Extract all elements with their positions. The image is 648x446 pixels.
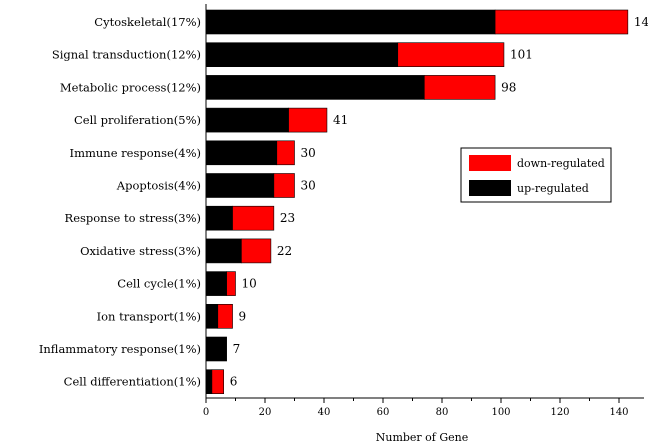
- bar-cell-differentiation-up-regulated: [205, 369, 213, 395]
- total-label-cell-cycle: 10: [242, 277, 257, 291]
- bar-immune-response-up-regulated: [205, 140, 278, 166]
- bar-metabolic-process-up-regulated: [205, 75, 425, 100]
- legend-label-down-regulated: down-regulated: [517, 157, 605, 170]
- total-label-cell-proliferation: 41: [333, 113, 348, 127]
- x-tick-label-20: 20: [259, 407, 272, 418]
- category-label-cell-proliferation: Cell proliferation(5%): [74, 113, 201, 127]
- total-label-signal-transduction: 101: [510, 48, 533, 62]
- total-label-cell-differentiation: 6: [230, 375, 238, 389]
- total-label-apoptosis: 30: [301, 179, 316, 193]
- bar-signal-transduction-up-regulated: [205, 42, 399, 68]
- bar-oxidative-stress-down-regulated: [241, 238, 272, 264]
- bars-layer: [205, 9, 629, 395]
- bar-cytoskeletal-down-regulated: [494, 9, 629, 35]
- bar-cytoskeletal-up-regulated: [205, 9, 496, 35]
- bar-cell-proliferation-down-regulated: [288, 107, 328, 133]
- category-label-immune-response: Immune response(4%): [70, 146, 201, 160]
- total-label-cytoskeletal: 145: [634, 15, 648, 29]
- bar-cell-differentiation-down-regulated: [211, 369, 224, 395]
- legend-swatch-up-regulated: [469, 180, 511, 196]
- legend: down-regulated up-regulated: [460, 147, 612, 203]
- category-label-apoptosis: Apoptosis(4%): [116, 179, 201, 193]
- category-label-cell-cycle: Cell cycle(1%): [117, 277, 201, 291]
- x-tick-label-0: 0: [203, 407, 209, 418]
- total-label-inflammatory-response: 7: [233, 342, 241, 356]
- x-tick-label-80: 80: [436, 407, 449, 418]
- x-tick-label-140: 140: [609, 407, 628, 418]
- bar-metabolic-process-down-regulated: [423, 75, 496, 100]
- x-tick-label-100: 100: [491, 407, 510, 418]
- bar-response-to-stress-up-regulated: [205, 205, 233, 231]
- bar-ion-transport-up-regulated: [205, 303, 219, 329]
- x-axis: 0 20 40 60 80 100 120 140: [203, 4, 644, 418]
- category-label-cytoskeletal: Cytoskeletal(17%): [94, 15, 201, 29]
- bar-cell-cycle-up-regulated: [205, 271, 227, 296]
- bar-cell-proliferation-up-regulated: [205, 107, 289, 133]
- total-label-immune-response: 30: [301, 146, 316, 160]
- category-label-response-to-stress: Response to stress(3%): [65, 211, 201, 225]
- totals-layer: 145 101 98 41 30 30 23 22 10 9 7 6: [230, 15, 648, 389]
- category-label-inflammatory-response: Inflammatory response(1%): [39, 342, 201, 356]
- category-label-metabolic-process: Metabolic process(12%): [60, 80, 201, 94]
- x-axis-title: Number of Gene: [376, 431, 469, 444]
- bar-cell-cycle-down-regulated: [226, 271, 236, 296]
- category-label-cell-differentiation: Cell differentiation(1%): [64, 375, 201, 389]
- bar-oxidative-stress-up-regulated: [205, 238, 242, 264]
- total-label-metabolic-process: 98: [501, 80, 516, 94]
- total-label-ion-transport: 9: [239, 309, 247, 323]
- legend-label-up-regulated: up-regulated: [517, 182, 589, 195]
- category-label-oxidative-stress: Oxidative stress(3%): [80, 244, 201, 258]
- category-label-ion-transport: Ion transport(1%): [97, 309, 201, 323]
- bar-response-to-stress-down-regulated: [232, 205, 275, 231]
- bar-inflammatory-response-up-regulated: [205, 336, 227, 362]
- x-tick-label-120: 120: [550, 407, 569, 418]
- legend-swatch-down-regulated: [469, 155, 511, 171]
- category-labels: Cytoskeletal(17%) Signal transduction(12%…: [39, 15, 201, 389]
- bar-apoptosis-down-regulated: [273, 173, 295, 198]
- bar-immune-response-down-regulated: [276, 140, 295, 166]
- bar-apoptosis-up-regulated: [205, 173, 275, 198]
- total-label-response-to-stress: 23: [280, 211, 295, 225]
- total-label-oxidative-stress: 22: [277, 244, 292, 258]
- bar-signal-transduction-down-regulated: [397, 42, 505, 68]
- category-label-signal-transduction: Signal transduction(12%): [52, 48, 201, 62]
- bar-ion-transport-down-regulated: [217, 303, 233, 329]
- x-tick-label-60: 60: [377, 407, 390, 418]
- x-tick-label-40: 40: [318, 407, 331, 418]
